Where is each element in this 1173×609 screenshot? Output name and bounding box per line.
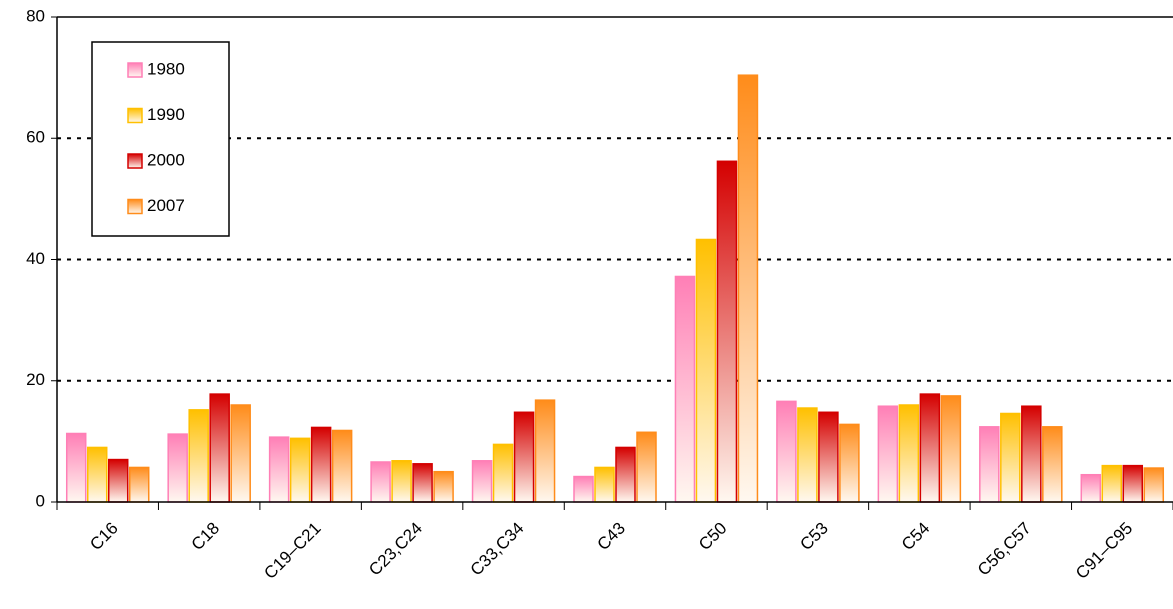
bar [898,404,920,503]
bar [776,400,797,503]
y-tick-label: 40 [26,249,45,268]
bar [107,458,129,503]
bar [716,160,738,503]
x-tick-label: C54 [898,519,933,554]
bar [940,395,962,503]
legend-label: 2007 [147,196,185,215]
x-tick-label: C19–C21 [260,519,324,583]
x-tick-label: C43 [594,519,629,554]
bar [412,463,433,503]
bar [797,407,818,503]
legend-swatch [127,153,143,169]
bar [534,399,556,503]
x-tick-label: C91–C95 [1072,519,1136,583]
legend-label: 1980 [147,59,185,78]
legend-swatch [127,107,143,124]
y-tick-label: 0 [36,491,45,510]
y-tick-label: 60 [26,128,45,147]
bar [513,411,535,503]
bar [86,446,108,503]
bar [1080,473,1102,503]
bar [370,461,391,503]
bar [919,393,941,503]
bar [188,409,209,503]
bar [1021,405,1042,503]
bar [209,393,230,503]
legend-label: 2000 [147,150,185,169]
x-tick-label: C53 [796,519,831,554]
bar [573,475,594,503]
bar [839,423,860,503]
bar [230,404,251,503]
bar [818,411,839,503]
bar [471,460,493,503]
bar [877,405,899,503]
y-tick-label: 20 [26,370,45,389]
bar [1143,467,1165,503]
bar [1101,464,1123,503]
bar [391,460,412,503]
x-tick-label: C33,C34 [467,519,528,580]
y-tick-label: 80 [26,6,45,25]
bar [695,238,717,503]
legend-label: 1990 [147,105,185,124]
x-tick-label: C56,C57 [974,519,1035,580]
bar [1042,426,1063,503]
x-tick-label: C16 [86,519,121,554]
bar [979,426,1000,503]
bar [615,446,636,503]
bar [433,470,454,503]
bar [167,433,188,503]
bar [310,426,332,503]
bar [674,275,696,503]
legend-swatch [127,62,143,78]
bar [492,443,514,503]
x-tick-label: C50 [695,519,730,554]
bar [737,74,759,503]
x-tick-label: C23,C24 [365,519,426,580]
x-tick-label: C18 [188,519,223,554]
bar [1122,464,1144,503]
bar [268,436,290,503]
bar [128,466,150,503]
bar [289,437,311,503]
legend-box [91,41,230,237]
bar [636,431,657,503]
legend-swatch [127,198,143,215]
bar [331,429,353,503]
bar [594,466,615,503]
bar [65,432,87,503]
bar [1000,412,1021,503]
